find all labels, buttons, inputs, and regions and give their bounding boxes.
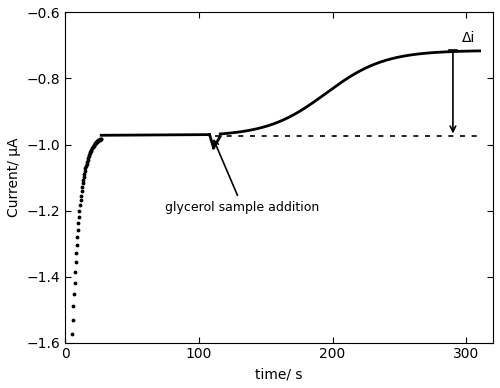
Y-axis label: Current/ μA: Current/ μA [7, 138, 21, 217]
Text: Δi: Δi [462, 31, 475, 45]
Text: glycerol sample addition: glycerol sample addition [166, 140, 320, 214]
X-axis label: time/ s: time/ s [256, 367, 303, 381]
